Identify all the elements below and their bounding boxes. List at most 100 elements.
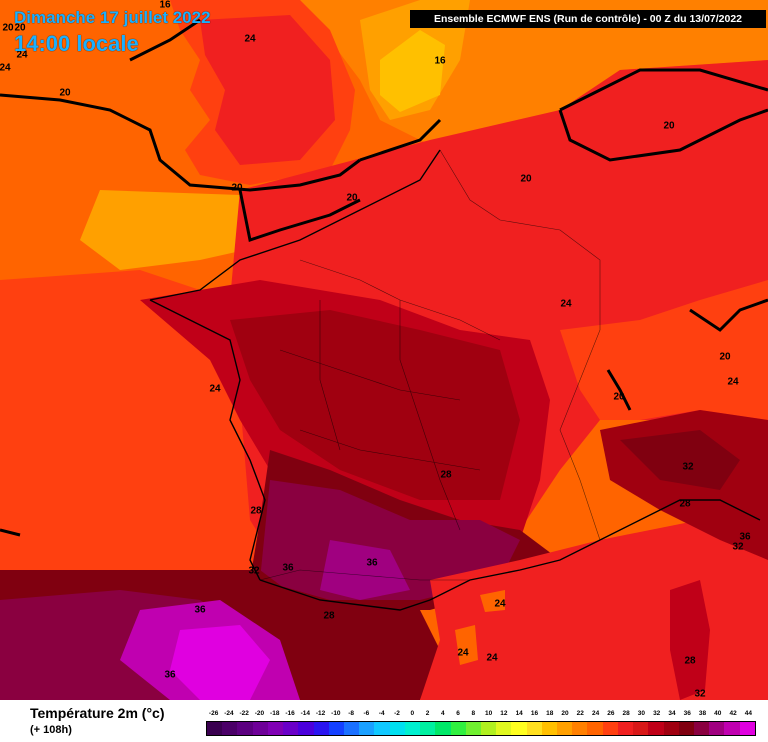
forecast-time: 14:00 locale (14, 31, 139, 56)
legend-swatch (359, 722, 375, 735)
legend-swatch (678, 722, 694, 735)
legend-swatch (602, 722, 618, 735)
isotherm-label: 20 (59, 88, 71, 99)
legend-swatch (526, 722, 542, 735)
legend-swatch (557, 722, 573, 735)
isotherm-label: 24 (727, 377, 739, 388)
legend-tick-label: 44 (744, 710, 752, 717)
isotherm-label: 24 (244, 34, 256, 45)
corsica-sardinia-zone (670, 580, 710, 700)
legend-tick-label: 6 (456, 710, 460, 717)
legend-tick-labels: -26 -24 -22 -20 -18 -16 -14 -12 -10 -8 -6 -4 -2 0 2 4 6 8… (206, 710, 756, 720)
legend-swatch (739, 722, 755, 735)
legend-forecast-hour: (+ 108h) (30, 724, 72, 736)
isotherm-label: 24 (486, 653, 498, 664)
legend-tick-label: 40 (714, 710, 722, 717)
borders (259, 149, 601, 581)
map-canvas: 1624202420242016202020242024202432282836… (0, 0, 768, 700)
legend-tick-label: -10 (331, 710, 341, 717)
legend-swatch (420, 722, 436, 735)
legend-tick-label: 10 (485, 710, 493, 717)
legend-swatch (511, 722, 527, 735)
region-border-5 (319, 300, 341, 451)
legend-swatch (298, 722, 314, 735)
isotherm-label: 32 (682, 462, 694, 473)
legend-tick-label: 34 (668, 710, 676, 717)
legend-swatch (435, 722, 451, 735)
isotherm-labels: 1624202420242016202020242024202432282836… (0, 0, 751, 700)
isotherm-label: 16 (434, 56, 446, 67)
legend-tick-label: 16 (530, 710, 539, 717)
isotherm-label: 24 (0, 63, 11, 74)
legend-tick-label: -18 (270, 710, 280, 717)
legend-swatch (663, 722, 679, 735)
isotherm-label: 24 (457, 648, 469, 659)
isotherm-20-alps (689, 298, 768, 332)
legend-tick-label: -4 (378, 710, 385, 717)
legend-swatch (587, 722, 603, 735)
ligurian-coast (599, 499, 761, 541)
legend-tick-label: -16 (285, 710, 295, 717)
isotherm-label: 20 (520, 174, 532, 185)
legend-swatch (572, 722, 588, 735)
isotherm-label: 36 (739, 532, 751, 543)
peak-heat-zone (320, 540, 410, 600)
legend-color-scale (206, 721, 756, 736)
french-med-coast (429, 539, 601, 601)
french-atlantic-coast (149, 299, 266, 581)
isotherm-label: 20 (14, 23, 26, 34)
isotherm-label: 36 (282, 563, 294, 574)
legend-tick-label: -26 (208, 710, 219, 717)
atlantic-zone (0, 270, 260, 580)
isotherm-label: 28 (323, 611, 335, 622)
isotherm-label: 32 (694, 689, 706, 700)
isotherm-label: 20 (613, 392, 625, 403)
isotherm-20-germany-south (558, 108, 768, 162)
legend-tick-label: -20 (254, 710, 265, 717)
legend-swatch (343, 722, 360, 735)
legend-swatch (724, 722, 740, 735)
legend-tick-label: -8 (348, 710, 355, 717)
region-border-4 (399, 300, 461, 531)
legend-tick-label: 4 (440, 710, 445, 717)
legend-tick-label: -6 (363, 710, 370, 717)
legend-swatch (252, 722, 268, 735)
iberia-extreme-zone (170, 625, 270, 700)
legend-tick-label: 36 (683, 710, 691, 717)
isotherm-20-alps-2 (606, 369, 632, 411)
isotherm-label: 28 (684, 656, 696, 667)
legend-swatch (237, 722, 253, 735)
legend-tick-label: 32 (653, 710, 661, 717)
isotherm-20-west (0, 528, 21, 537)
balearic-zone-2 (480, 590, 505, 612)
isotherm-20-uk (129, 18, 201, 62)
isotherm-label: 20 (346, 193, 358, 204)
isotherm-label: 20 (231, 183, 243, 194)
legend-tick-label: 28 (622, 710, 630, 717)
legend-swatch (709, 722, 725, 735)
legend-swatch (222, 722, 238, 735)
temperature-legend: Température 2m (°c) (+ 108h) -26 -24 -22 -2… (0, 700, 768, 742)
legend-swatch (648, 722, 664, 735)
legend-swatch (374, 722, 390, 735)
isotherm-label: 24 (494, 599, 506, 610)
isotherm-label: 20 (719, 352, 731, 363)
isotherm-label: 20 (2, 23, 14, 34)
legend-swatch (617, 722, 634, 735)
isotherm-contours (0, 18, 768, 537)
region-border-2 (279, 349, 461, 401)
isotherm-label: 24 (16, 50, 28, 61)
isotherm-20-germany (559, 68, 768, 112)
alps-zone (560, 280, 768, 420)
isotherm-label: 28 (440, 470, 452, 481)
legend-tick-label: 18 (546, 710, 554, 717)
legend-swatch (450, 722, 466, 735)
isotherm-20-channel (359, 118, 442, 162)
legend-tick-label: 24 (591, 710, 600, 717)
uk-warm-core (200, 15, 335, 165)
legend-tick-label: 8 (471, 710, 476, 717)
isotherm-label: 20 (663, 121, 675, 132)
pyrenees-border (259, 569, 470, 581)
legend-tick-label: 12 (500, 710, 508, 717)
legend-swatch (404, 722, 421, 735)
